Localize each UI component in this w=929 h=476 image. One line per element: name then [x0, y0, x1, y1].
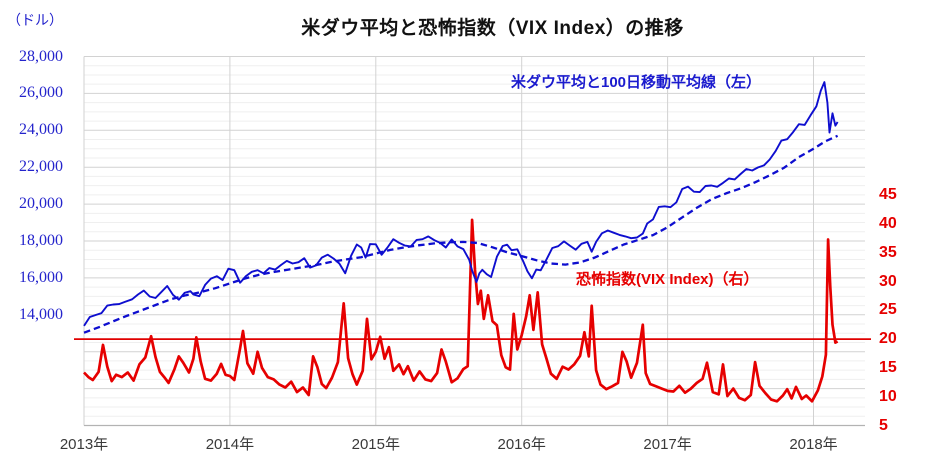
x-axis-tick-label: 2014年 [205, 436, 255, 453]
left-axis-tick-label: 26,000 [19, 84, 63, 102]
right-axis-tick-label: 35 [879, 243, 897, 261]
x-axis-tick-label: 2018年 [789, 436, 838, 453]
right-axis-tick-label: 45 [879, 186, 897, 204]
right-axis-tick-label: 10 [879, 387, 897, 405]
x-axis-tick-label: 2017年 [643, 436, 692, 453]
x-axis-tick-label: 2013年 [59, 436, 109, 453]
x-axis-tick-label: 2015年 [351, 436, 400, 453]
right-axis-tick-label: 20 [879, 330, 897, 348]
chart-title: 米ダウ平均と恐怖指数（VIX Index）の推移 [301, 18, 684, 39]
x-axis-tick-label: 2016年 [497, 436, 546, 453]
right-axis-tick-label: 25 [879, 301, 897, 319]
left-axis-unit-label: （ドル） [7, 12, 63, 28]
left-axis-tick-label: 24,000 [19, 121, 63, 139]
dow-ma100-line [83, 134, 839, 334]
left-axis-tick-label: 22,000 [19, 158, 63, 176]
right-axis-tick-label: 40 [879, 214, 897, 232]
vix-line [83, 218, 839, 403]
left-axis-tick-label: 28,000 [19, 47, 63, 65]
right-axis-tick-label: 30 [879, 272, 897, 290]
right-axis-tick-label: 15 [879, 358, 897, 376]
left-axis-tick-label: 16,000 [19, 268, 63, 286]
left-axis-tick-label: 18,000 [19, 232, 63, 249]
dow-line [83, 81, 839, 327]
left-axis-tick-label: 14,000 [19, 305, 63, 323]
vix-series-annotation: 恐怖指数(VIX Index)（右） [576, 271, 759, 288]
right-axis-tick-label: 5 [879, 416, 888, 434]
dow-series-annotation: 米ダウ平均と100日移動平均線（左） [511, 74, 762, 91]
left-axis-tick-label: 20,000 [19, 195, 63, 213]
